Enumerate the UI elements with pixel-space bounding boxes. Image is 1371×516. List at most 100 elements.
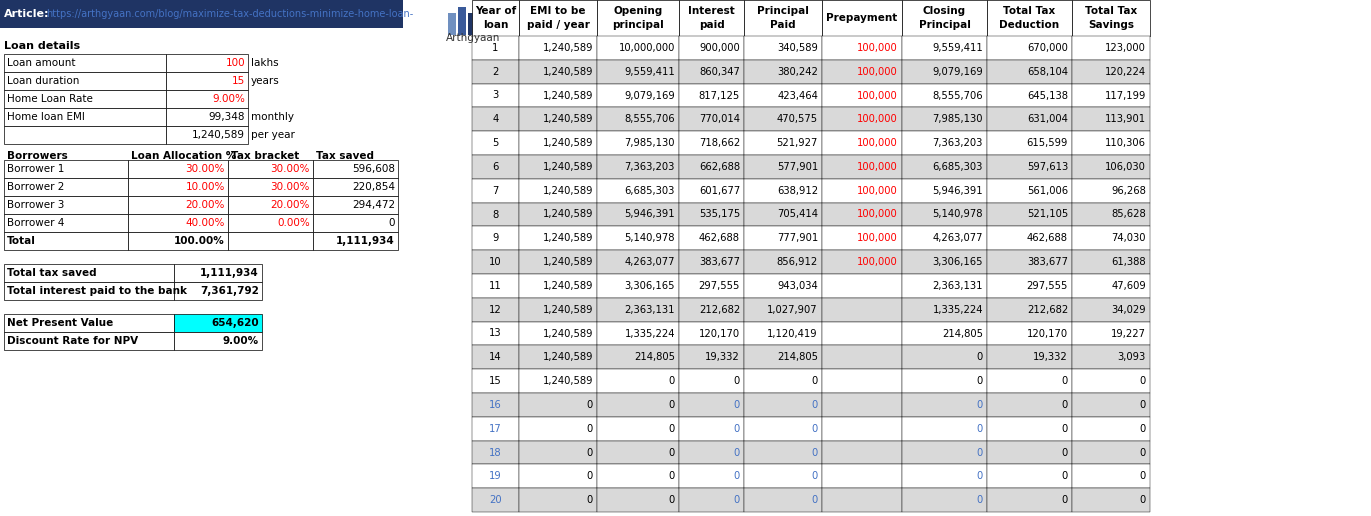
Bar [596, 393, 679, 417]
Text: 18: 18 [489, 447, 502, 458]
Text: Net Present Value: Net Present Value [7, 318, 114, 328]
Bar [902, 155, 987, 179]
Bar [1072, 393, 1150, 417]
Bar [744, 345, 823, 369]
Bar [823, 345, 902, 369]
Text: 380,242: 380,242 [777, 67, 818, 77]
Bar [4, 90, 166, 108]
Text: 3: 3 [492, 90, 499, 101]
Text: 5,140,978: 5,140,978 [625, 233, 675, 244]
Bar [313, 160, 398, 178]
Text: 30.00%: 30.00% [270, 164, 310, 174]
Bar [679, 60, 744, 84]
Text: 20.00%: 20.00% [185, 200, 225, 210]
Text: 1,240,589: 1,240,589 [543, 67, 594, 77]
Text: 0: 0 [669, 447, 675, 458]
Text: 705,414: 705,414 [777, 209, 818, 219]
Text: 0: 0 [812, 400, 818, 410]
Text: years: years [251, 76, 280, 86]
Bar [1072, 107, 1150, 131]
Text: Total tax saved: Total tax saved [7, 268, 96, 278]
Bar [472, 60, 520, 84]
Text: 8,555,706: 8,555,706 [624, 115, 675, 124]
Bar [987, 345, 1072, 369]
Text: 0: 0 [733, 424, 740, 434]
Bar [823, 250, 902, 274]
Bar [596, 369, 679, 393]
Text: 5,946,391: 5,946,391 [932, 186, 983, 196]
Bar [596, 107, 679, 131]
Text: 0: 0 [976, 471, 983, 481]
Text: Total interest paid to the bank: Total interest paid to the bank [7, 286, 186, 296]
Text: 1,240,589: 1,240,589 [543, 115, 594, 124]
Bar [472, 298, 520, 321]
Bar [472, 345, 520, 369]
Text: 0: 0 [1139, 471, 1146, 481]
Bar [987, 60, 1072, 84]
Bar [520, 274, 596, 298]
Bar [4, 72, 166, 90]
Bar [520, 488, 596, 512]
Text: 383,677: 383,677 [1027, 257, 1068, 267]
Text: paid: paid [699, 20, 724, 30]
Bar [0, 0, 403, 28]
Text: 0: 0 [1139, 495, 1146, 505]
Text: Borrower 2: Borrower 2 [7, 182, 64, 192]
Bar [166, 126, 248, 144]
Bar [902, 131, 987, 155]
Text: 212,682: 212,682 [1027, 305, 1068, 315]
Text: 1,240,589: 1,240,589 [543, 352, 594, 362]
Text: 214,805: 214,805 [777, 352, 818, 362]
Text: 0: 0 [1061, 400, 1068, 410]
Bar [744, 488, 823, 512]
Text: 638,912: 638,912 [777, 186, 818, 196]
Text: 11: 11 [489, 281, 502, 291]
Bar [679, 179, 744, 203]
Bar [823, 321, 902, 345]
Bar [228, 178, 313, 196]
Bar [596, 36, 679, 60]
Text: 17: 17 [489, 424, 502, 434]
Bar [520, 345, 596, 369]
Text: Prepayment: Prepayment [827, 13, 898, 23]
Bar [472, 250, 520, 274]
Text: 74,030: 74,030 [1112, 233, 1146, 244]
Bar [987, 298, 1072, 321]
Text: 100.00%: 100.00% [174, 236, 225, 246]
Text: 1: 1 [492, 43, 499, 53]
Bar [902, 464, 987, 488]
Text: 535,175: 535,175 [699, 209, 740, 219]
Text: 123,000: 123,000 [1105, 43, 1146, 53]
Text: 120,170: 120,170 [1027, 329, 1068, 338]
Bar [744, 203, 823, 227]
Bar [1072, 441, 1150, 464]
Text: 5: 5 [492, 138, 499, 148]
Bar [596, 84, 679, 107]
Text: 658,104: 658,104 [1027, 67, 1068, 77]
Bar [987, 84, 1072, 107]
Bar [520, 227, 596, 250]
Text: 4: 4 [492, 115, 499, 124]
Bar [987, 393, 1072, 417]
Bar [596, 0, 679, 36]
Text: 900,000: 900,000 [699, 43, 740, 53]
Bar [472, 274, 520, 298]
Text: 770,014: 770,014 [699, 115, 740, 124]
Text: 100,000: 100,000 [857, 90, 898, 101]
Text: Loan amount: Loan amount [7, 58, 75, 68]
Bar [166, 54, 248, 72]
Bar [166, 72, 248, 90]
Text: 0: 0 [669, 424, 675, 434]
Bar [472, 441, 520, 464]
Text: 1,240,589: 1,240,589 [543, 305, 594, 315]
Text: 297,555: 297,555 [699, 281, 740, 291]
Bar [744, 464, 823, 488]
Bar [987, 321, 1072, 345]
Text: 1,240,589: 1,240,589 [543, 209, 594, 219]
Bar [472, 227, 520, 250]
Text: 8,555,706: 8,555,706 [932, 90, 983, 101]
Text: 856,912: 856,912 [777, 257, 818, 267]
Bar [1072, 36, 1150, 60]
Text: 462,688: 462,688 [1027, 233, 1068, 244]
Bar [744, 393, 823, 417]
